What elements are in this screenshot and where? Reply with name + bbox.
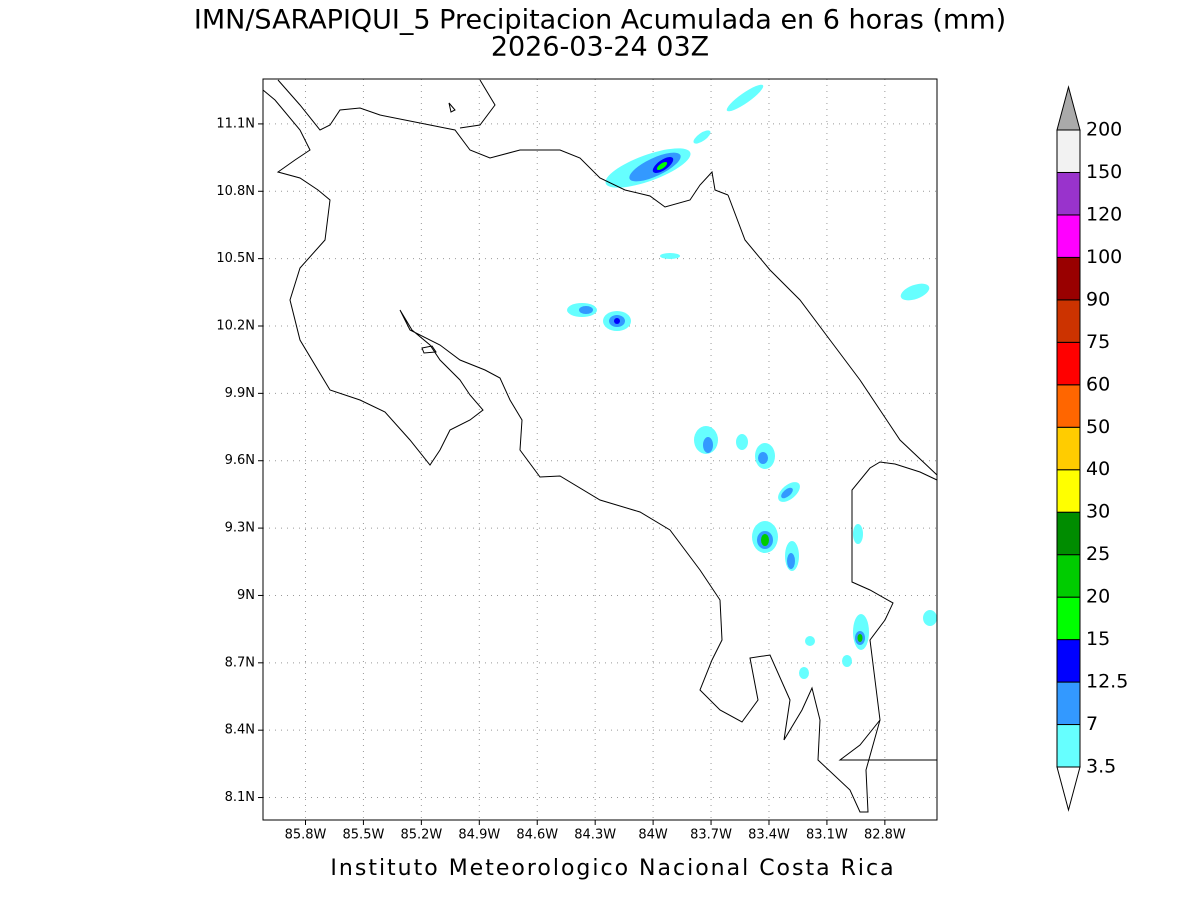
y-tick-label: 11.1N: [216, 116, 255, 131]
precip-area: [857, 634, 863, 642]
coast-line: [262, 89, 938, 813]
colorbar-label: 25: [1086, 543, 1110, 565]
colorbar-box: [1056, 681, 1081, 726]
colorbar-label: 30: [1086, 501, 1110, 523]
precip-area: [758, 452, 768, 464]
precip-area: [761, 534, 769, 546]
colorbar-box: [1056, 469, 1081, 513]
x-tick-label: 84.6W: [516, 828, 558, 843]
colorbar-lower-triangle: [1056, 766, 1081, 812]
colorbar-upper-triangle: [1056, 85, 1081, 131]
y-tick-label: 8.1N: [225, 790, 255, 805]
colorbar-label: 3.5: [1086, 756, 1116, 778]
precip-area: [614, 318, 620, 324]
border-line: [838, 719, 937, 761]
x-tick-label: 83.7W: [690, 828, 732, 843]
y-tick-label: 9N: [237, 588, 255, 603]
footer: Instituto Meteorologico Nacional Costa R…: [330, 856, 895, 881]
y-tick-label: 8.4N: [225, 723, 255, 738]
precip-area: [693, 130, 711, 144]
colorbar-box: [1056, 299, 1081, 343]
precip-area: [853, 524, 863, 544]
colorbar-label: 90: [1086, 288, 1110, 310]
colorbar-label: 100: [1086, 246, 1122, 268]
precip-area: [805, 636, 815, 646]
colorbar-label: 150: [1086, 161, 1122, 183]
x-tick-label: 84.3W: [574, 828, 616, 843]
colorbar-label: 12.5: [1086, 671, 1128, 693]
y-tick-label: 10.5N: [216, 251, 255, 266]
precipitation: [567, 84, 937, 679]
island: [421, 102, 456, 354]
colorbar-label: 15: [1086, 628, 1110, 650]
colorbar-box: [1056, 129, 1081, 173]
colorbar-label: 120: [1086, 203, 1122, 225]
colorbar-box: [1056, 426, 1081, 471]
grid: [263, 79, 937, 820]
colorbar-box: [1056, 554, 1081, 598]
colorbar-label: 200: [1086, 119, 1122, 141]
colorbar-label: 7: [1086, 713, 1098, 735]
border-line: [277, 79, 729, 208]
precip-area: [787, 553, 795, 569]
colorbar-label: 60: [1086, 373, 1110, 395]
x-tick-label: 85.5W: [343, 828, 385, 843]
colorbar-label: 50: [1086, 416, 1110, 438]
colorbar-label: 40: [1086, 458, 1110, 480]
colorbar-box: [1056, 724, 1081, 768]
map-frame: [262, 78, 938, 821]
precip-area: [656, 161, 668, 171]
precip-area: [799, 667, 809, 679]
precip-area: [842, 655, 852, 667]
colorbar-box: [1056, 214, 1081, 258]
colorbar: 3.5 7 12.5 15 20 25 30 40 50 60 75 90 100 120 150 200: [1056, 85, 1128, 812]
x-tick-label: 85.8W: [285, 828, 327, 843]
colorbar-box: [1056, 256, 1081, 301]
colorbar-label: 20: [1086, 586, 1110, 608]
y-tick-label: 9.3N: [225, 521, 255, 536]
colorbar-label: 75: [1086, 331, 1110, 353]
precip-area: [781, 487, 793, 499]
colorbar-box: [1056, 171, 1081, 216]
y-tick-label: 10.8N: [216, 184, 255, 199]
x-tick-label: 84W: [638, 828, 668, 843]
x-tick-label: 83.4W: [748, 828, 790, 843]
y-tick-label: 9.9N: [225, 386, 255, 401]
coastlines: [262, 79, 938, 813]
x-tick-label: 84.9W: [458, 828, 500, 843]
colorbar-box: [1056, 341, 1081, 386]
x-tick-label: 85.2W: [400, 828, 442, 843]
x-tick-label: 83.1W: [806, 828, 848, 843]
precip-area: [703, 437, 713, 453]
colorbar-box: [1056, 384, 1081, 428]
colorbar-box: [1056, 596, 1081, 641]
y-tick-label: 9.6N: [225, 453, 255, 468]
y-tick-label: 10.2N: [216, 319, 255, 334]
precip-area: [726, 84, 764, 112]
precip-area: [900, 283, 930, 301]
colorbar-box: [1056, 511, 1081, 556]
caribbean-coast: [727, 194, 938, 476]
precip-area: [923, 610, 937, 626]
lake-shore: [459, 79, 496, 129]
precip-area: [660, 253, 680, 259]
x-tick-label: 82.8W: [864, 828, 906, 843]
colorbar-box: [1056, 639, 1081, 683]
title: IMN/SARAPIQUI_5 Precipitacion Acumulada …: [194, 5, 1006, 36]
precip-area: [736, 434, 748, 450]
y-tick-label: 8.7N: [225, 655, 255, 670]
subtitle: 2026-03-24 03Z: [491, 32, 709, 63]
precip-area: [579, 306, 593, 314]
axes: 85.8W 85.5W 85.2W 84.9W 84.6W 84.3W 84W 83.7W 83…: [216, 116, 906, 842]
